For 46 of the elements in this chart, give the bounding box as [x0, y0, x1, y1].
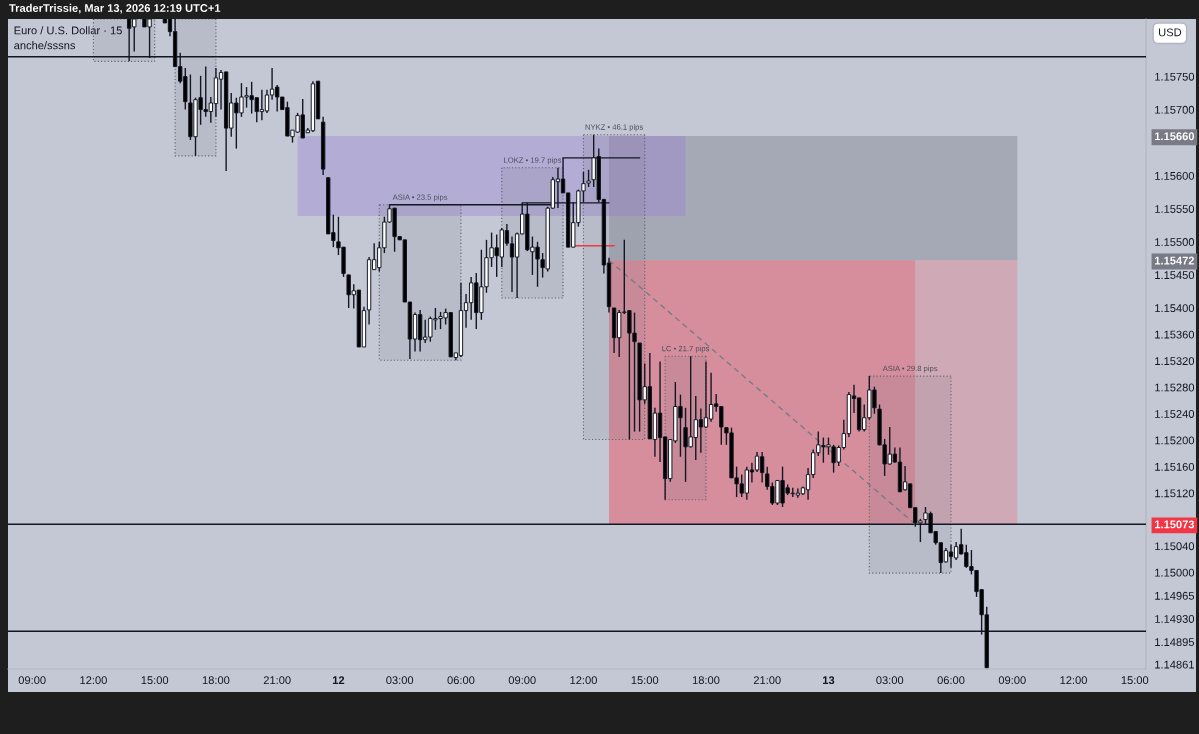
- y-tick-label: 1.15073: [1155, 520, 1195, 529]
- text: anche/sssns: [14, 41, 76, 50]
- y-axis-title: USD: [1159, 28, 1182, 37]
- y-tick-label: 1.15040: [1155, 542, 1195, 551]
- y-tick-label: 1.15700: [1155, 105, 1195, 114]
- x-tick-label: 03:00: [386, 676, 414, 685]
- x-tick-label: 12:00: [570, 676, 597, 685]
- text: TraderTrissie, Mar 13, 2026 12:19 UTC+1: [9, 3, 221, 14]
- y-tick-label: 1.15120: [1155, 489, 1195, 498]
- y-tick-label: 1.15750: [1155, 72, 1195, 81]
- y-tick-label: 1.15280: [1155, 383, 1195, 392]
- x-tick-label: 13: [823, 676, 835, 685]
- y-tick-label: 1.14861: [1155, 660, 1194, 669]
- x-tick-label: 15:00: [631, 676, 659, 685]
- y-tick-label: 1.15550: [1155, 205, 1195, 213]
- y-tick-label: 1.15660: [1155, 132, 1195, 141]
- x-tick-label: 18:00: [202, 676, 230, 685]
- x-tick-label: 18:00: [692, 676, 720, 685]
- x-tick-label: 06:00: [937, 676, 965, 685]
- x-tick-label: 06:00: [447, 676, 475, 685]
- x-tick-label: 03:00: [876, 676, 904, 685]
- x-tick-label: 09:00: [508, 676, 536, 685]
- x-tick-label: 15:00: [141, 676, 169, 685]
- y-tick-label: 1.15500: [1155, 238, 1195, 246]
- x-tick-label: 12: [332, 676, 345, 684]
- y-tick-label: 1.15400: [1155, 304, 1195, 313]
- x-tick-label: 09:00: [998, 676, 1026, 685]
- y-tick-label: 1.15320: [1155, 357, 1195, 365]
- x-tick-label: 15:00: [1121, 676, 1149, 685]
- y-tick-label: 1.15160: [1155, 462, 1195, 471]
- y-tick-label: 1.15600: [1155, 171, 1195, 180]
- y-tick-label: 1.14965: [1155, 591, 1195, 600]
- x-tick-label: 12:00: [80, 676, 107, 685]
- y-tick-label: 1.14930: [1155, 615, 1195, 623]
- x-tick-label: 12:00: [1060, 676, 1087, 685]
- y-tick-label: 1.15240: [1155, 410, 1195, 418]
- y-tick-label: 1.15450: [1155, 271, 1195, 280]
- text: Euro / U.S. Dollar · 15: [14, 26, 122, 35]
- x-tick-label: 21:00: [263, 676, 291, 685]
- y-tick-label: 1.15000: [1155, 568, 1195, 577]
- x-tick-label: 21:00: [753, 676, 781, 685]
- y-tick-label: 1.15472: [1155, 256, 1195, 265]
- y-tick-label: 1.14895: [1155, 638, 1195, 647]
- y-tick-label: 1.15200: [1155, 436, 1195, 445]
- y-tick-label: 1.15360: [1155, 330, 1195, 339]
- x-tick-label: 09:00: [18, 676, 46, 685]
